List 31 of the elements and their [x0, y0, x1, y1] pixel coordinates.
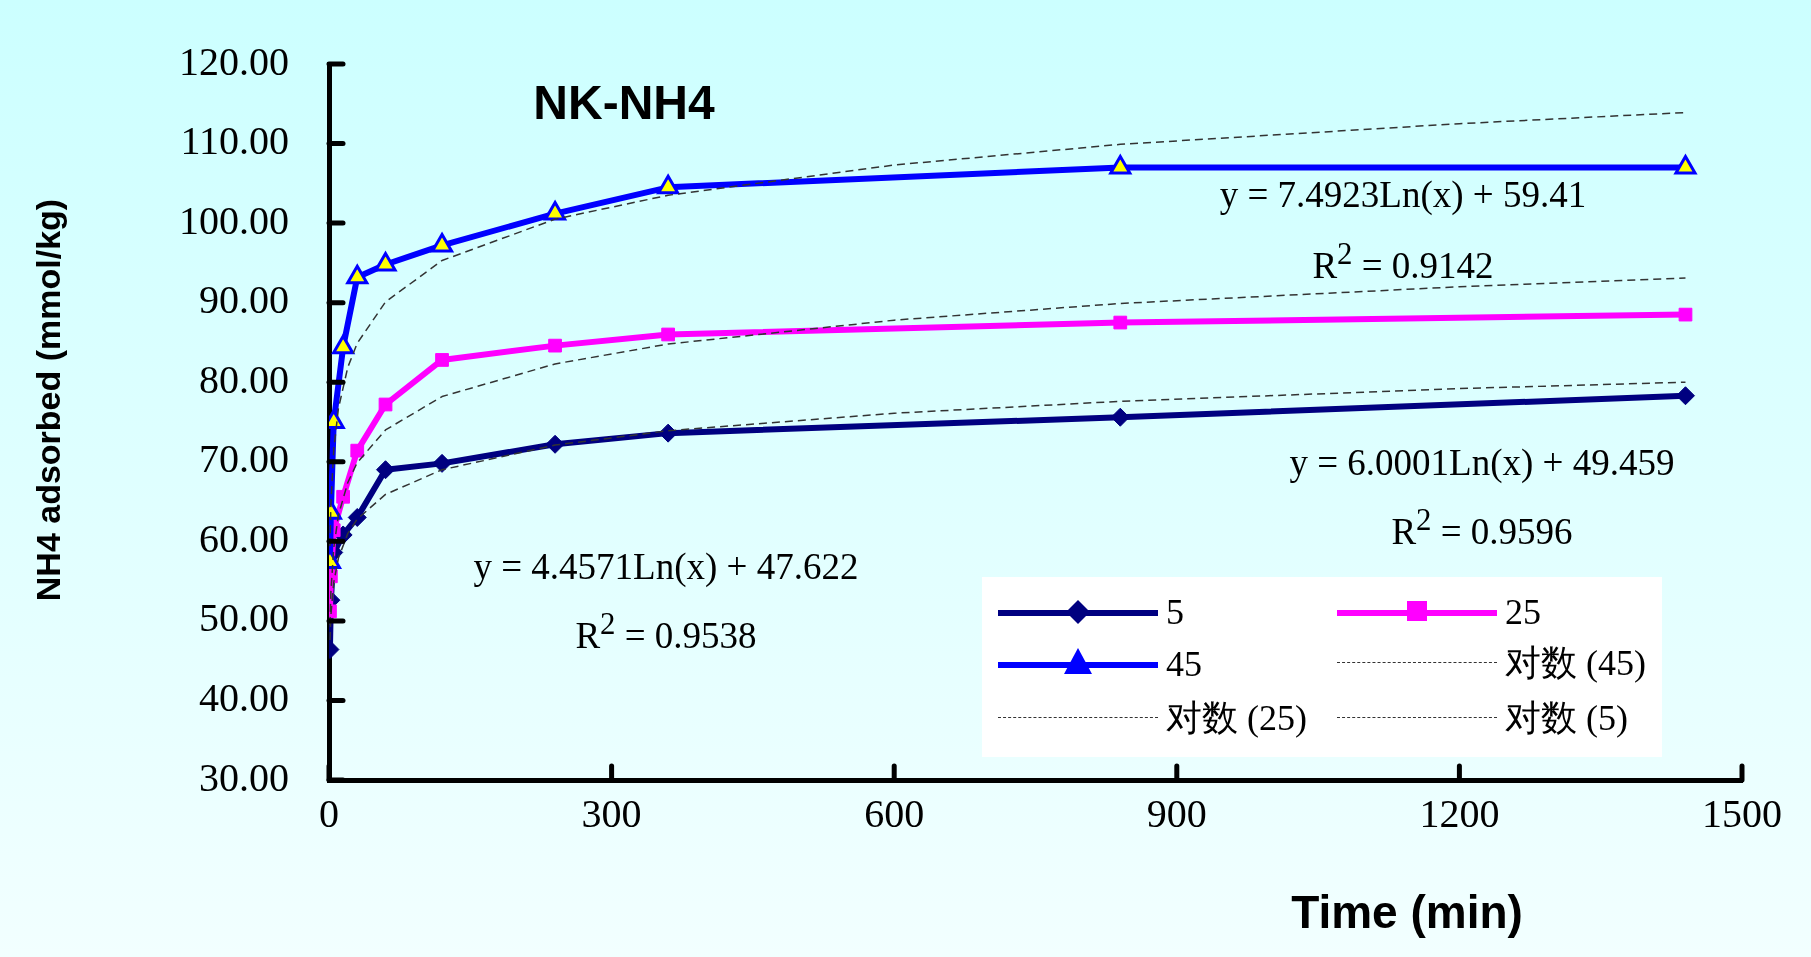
y-tick-label: 100.00: [179, 197, 289, 243]
y-tick-label: 70.00: [199, 436, 289, 482]
chart-title: NK-NH4: [533, 74, 715, 130]
legend-label: 45: [1166, 642, 1202, 685]
x-tick-label: 1200: [1419, 790, 1500, 836]
y-tick-label: 120.00: [179, 38, 289, 84]
y-tick-label: 30.00: [199, 754, 289, 800]
legend-label: 5: [1166, 591, 1184, 633]
y-axis-title: NH4 adsorbed (mmol/kg): [28, 198, 68, 602]
annotation: R$^{2}$ = 0.9596: [1391, 503, 1573, 553]
annotation: R$^{2}$ = 0.9142: [1312, 237, 1494, 287]
annotation: R$^{2}$ = 0.9538: [575, 607, 757, 657]
x-axis-title: Time (min): [1291, 885, 1523, 939]
legend-label: 25: [1504, 591, 1541, 633]
annotation: y = 4.4571Ln(x) + 47.622: [473, 544, 859, 588]
legend-label: 对数 (5): [1504, 697, 1628, 740]
y-tick-label: 50.00: [199, 595, 289, 641]
legend-label: 对数 (45): [1504, 642, 1646, 685]
annotation: y = 6.0001Ln(x) + 49.459: [1289, 440, 1675, 484]
y-tick-label: 40.00: [199, 674, 289, 720]
x-tick-label: 900: [1146, 790, 1207, 836]
y-tick-label: 60.00: [199, 515, 289, 561]
y-tick-label: 110.00: [180, 118, 289, 164]
annotation: y = 7.4923Ln(x) + 59.41: [1219, 172, 1587, 216]
x-tick-label: 300: [581, 790, 642, 836]
x-tick-label: 600: [864, 790, 925, 836]
y-tick-label: 80.00: [199, 356, 289, 402]
y-tick-label: 90.00: [199, 277, 289, 323]
x-tick-label: 1500: [1702, 790, 1782, 836]
legend-label: 对数 (25): [1166, 697, 1307, 740]
x-tick-label: 0: [319, 790, 339, 836]
